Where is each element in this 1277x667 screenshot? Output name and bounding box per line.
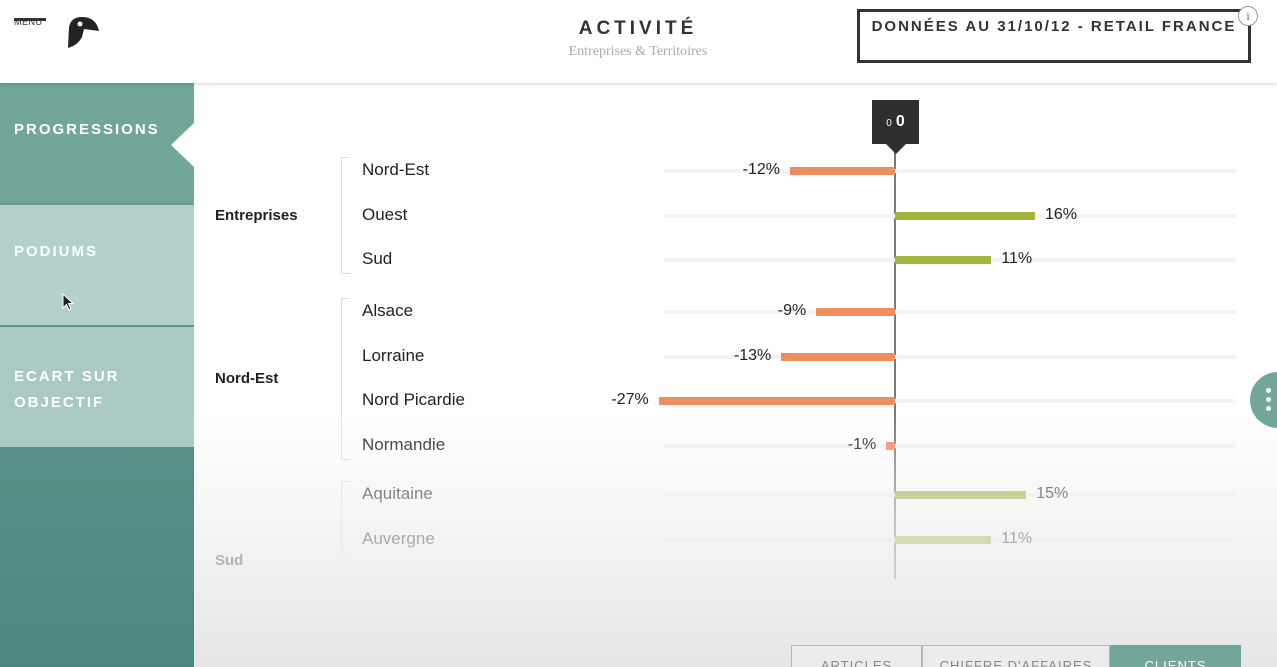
data-bar[interactable] bbox=[895, 211, 1035, 220]
data-bar[interactable] bbox=[895, 256, 992, 264]
sidebar-item-label: PODIUMS bbox=[14, 243, 99, 260]
page-subtitle: Entreprises & Territoires bbox=[568, 44, 708, 59]
toucan-logo-icon bbox=[68, 17, 99, 48]
page-title-block: ACTIVITÉ Entreprises & Territoires bbox=[538, 18, 738, 60]
sidebar-item-label: ECART SUR OBJECTIF bbox=[14, 368, 120, 411]
value-label: -9% bbox=[777, 302, 807, 319]
data-bar[interactable] bbox=[895, 491, 1027, 499]
zero-axis-line bbox=[894, 149, 896, 579]
data-bar[interactable] bbox=[816, 308, 895, 316]
row-label: Auvergne bbox=[362, 528, 435, 548]
value-label: -27% bbox=[611, 391, 649, 408]
sidebar-item-progressions[interactable]: PROGRESSIONS bbox=[0, 83, 194, 203]
data-bar[interactable] bbox=[886, 441, 895, 450]
tab-chiffre-d-affaires[interactable]: CHIFFRE D'AFFAIRES bbox=[922, 645, 1110, 667]
row-label: Normandie bbox=[362, 434, 446, 454]
data-bar[interactable] bbox=[895, 535, 992, 544]
more-dots-icon-dot bbox=[1266, 406, 1271, 411]
row-label: Ouest bbox=[362, 204, 408, 224]
sidebar-item-ecart-sur-objectif[interactable]: ECART SUR OBJECTIF bbox=[0, 327, 194, 447]
menu-label: MENU bbox=[14, 17, 43, 27]
group-label: Entreprises bbox=[215, 206, 298, 224]
value-label: 11% bbox=[1001, 529, 1033, 547]
row-label: Nord Picardie bbox=[362, 390, 465, 409]
group-bracket bbox=[341, 298, 350, 460]
menu-button[interactable]: MENU bbox=[14, 17, 48, 58]
group-bracket bbox=[341, 157, 350, 274]
marker-small-value: 0 bbox=[886, 118, 892, 129]
row-label: Nord-Est bbox=[362, 160, 430, 179]
bar-track bbox=[664, 354, 1236, 359]
bar-track bbox=[664, 443, 1236, 448]
data-bar[interactable] bbox=[781, 352, 895, 361]
data-bar[interactable] bbox=[658, 397, 895, 405]
group-bracket bbox=[341, 481, 350, 554]
bar-track bbox=[664, 169, 1236, 173]
bar-track bbox=[664, 310, 1236, 314]
value-label: 11% bbox=[1001, 250, 1033, 267]
sidebar: PROGRESSIONS PODIUMS ECART SUR OBJECTIF bbox=[0, 83, 194, 667]
metric-tabs: ARTICLES CHIFFRE D'AFFAIRES CLIENTS bbox=[791, 645, 1241, 667]
bar-track bbox=[664, 399, 1236, 403]
more-dots-icon-dot bbox=[1266, 397, 1271, 402]
sidebar-item-label: PROGRESSIONS bbox=[14, 121, 160, 138]
tab-clients[interactable]: CLIENTS bbox=[1110, 645, 1241, 667]
hamburger-icon-bar bbox=[14, 18, 46, 21]
group-label: Sud bbox=[215, 552, 244, 569]
marker-arrow-icon bbox=[886, 144, 906, 154]
mouse-cursor-icon bbox=[62, 293, 75, 311]
tab-articles[interactable]: ARTICLES bbox=[791, 645, 922, 667]
value-label: -1% bbox=[847, 435, 877, 453]
row-label: Lorraine bbox=[362, 345, 425, 365]
date-selector-button[interactable]: DONNÉES AU 31/10/12 - RETAIL FRANCE bbox=[857, 9, 1251, 63]
value-label: -12% bbox=[742, 161, 780, 178]
marker-value: 0 bbox=[895, 113, 905, 130]
data-bar[interactable] bbox=[790, 167, 895, 175]
value-label: 15% bbox=[1036, 485, 1069, 502]
info-icon[interactable]: i bbox=[1238, 6, 1258, 26]
row-label: Sud bbox=[362, 249, 393, 268]
row-label: Aquitaine bbox=[362, 484, 433, 503]
row-label: Alsace bbox=[362, 301, 414, 320]
sidebar-item-podiums[interactable]: PODIUMS bbox=[0, 205, 194, 325]
more-dots-icon bbox=[1266, 388, 1271, 393]
page-title: ACTIVITÉ bbox=[578, 18, 698, 39]
value-label: 16% bbox=[1045, 205, 1078, 223]
active-indicator bbox=[171, 123, 194, 167]
group-label: Nord-Est bbox=[215, 369, 279, 387]
value-label: -13% bbox=[733, 346, 772, 364]
app-header: MENU ACTIVITÉ Entreprises & Territoires … bbox=[0, 0, 1277, 83]
